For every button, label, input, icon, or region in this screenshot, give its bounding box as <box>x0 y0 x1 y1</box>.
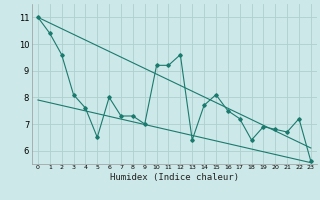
X-axis label: Humidex (Indice chaleur): Humidex (Indice chaleur) <box>110 173 239 182</box>
